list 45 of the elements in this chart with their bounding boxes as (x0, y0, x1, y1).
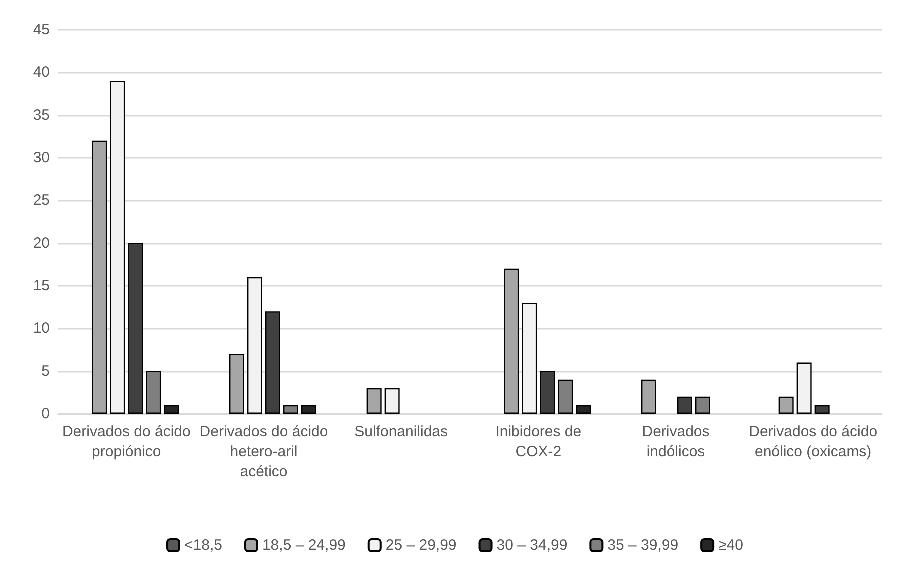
y-tick-label: 30 (33, 150, 50, 166)
y-tick-label: 5 (42, 362, 50, 380)
bar (540, 371, 556, 414)
bar (678, 396, 692, 414)
bar (504, 268, 520, 414)
legend-label: 18,5 – 24,99 (262, 537, 346, 554)
bar (522, 303, 538, 414)
bar (558, 380, 574, 414)
y-tick-label: 0 (42, 406, 50, 422)
y-tick-label: 10 (33, 320, 50, 338)
x-tick-label: Derivados indólicos (642, 424, 710, 460)
bar (110, 81, 126, 414)
bar (814, 405, 830, 414)
x-tick-label: Derivados do ácido propiónico (62, 424, 191, 460)
x-tick-label: Derivados do ácido hetero-aril acético (200, 424, 328, 480)
bar (230, 354, 244, 414)
bar (696, 396, 710, 414)
bar (128, 243, 144, 414)
legend-label: 30 – 34,99 (496, 537, 568, 554)
bar (366, 388, 382, 414)
bar (146, 371, 162, 414)
bar (642, 380, 656, 414)
legend-label: 35 – 39,99 (608, 537, 679, 554)
bar (576, 405, 592, 414)
y-tick-label: 35 (33, 106, 50, 124)
bar (384, 388, 400, 414)
bar (164, 405, 180, 414)
y-tick-label: 45 (33, 22, 50, 38)
bar (92, 140, 108, 414)
bar (248, 277, 262, 414)
x-tick-label: Derivados do ácido enólico (oxicams) (749, 424, 878, 460)
y-tick-label: 20 (33, 234, 50, 252)
legend-label: 25 – 29,99 (386, 537, 457, 554)
bar (796, 362, 812, 414)
y-tick-label: 25 (33, 192, 50, 210)
bar (266, 312, 280, 414)
y-tick-label: 40 (33, 64, 50, 82)
x-tick-label: Sulfonanilidas (354, 424, 448, 440)
bar (302, 405, 316, 414)
legend-label: ≥40 (718, 537, 744, 554)
bar (284, 405, 298, 414)
y-tick-label: 15 (33, 278, 50, 294)
x-tick-label: Inibidores de COX-2 (496, 424, 582, 460)
bar (778, 396, 794, 414)
legend-label: <18,5 (184, 537, 222, 554)
